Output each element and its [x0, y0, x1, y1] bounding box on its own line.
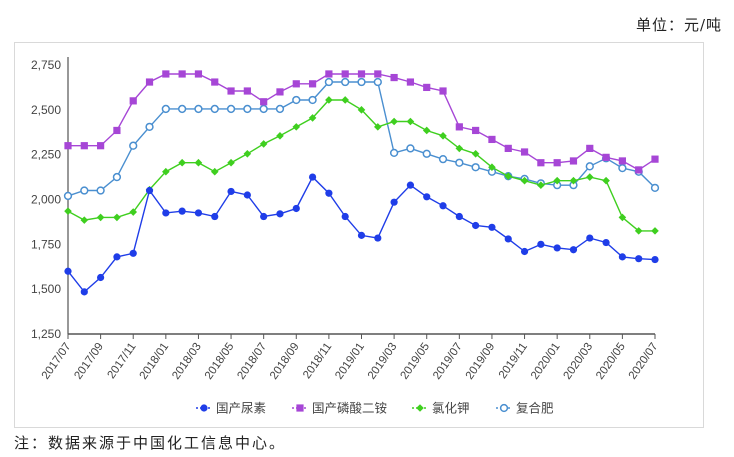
x-tick-label: 2018/05 — [203, 341, 237, 382]
y-axis: 1,250 1,500 1,750 2,000 2,250 2,500 2,750 — [31, 57, 69, 341]
x-tick-label: 2017/09 — [72, 341, 106, 382]
legend-label: 氯化钾 — [432, 401, 470, 416]
series-2 — [64, 96, 659, 235]
y-tick-label: 2,250 — [31, 148, 61, 162]
y-tick-label: 2,750 — [31, 58, 61, 72]
x-tick-label: 2020/01 — [529, 341, 563, 382]
legend-item[interactable]: 氯化钾 — [412, 401, 470, 416]
y-tick-label: 1,750 — [31, 237, 61, 251]
legend: 国产尿素 国产磷酸二铵 氯化钾 复合肥 — [196, 401, 554, 416]
y-tick-label: 2,500 — [31, 103, 61, 117]
x-tick-label: 2018/09 — [268, 341, 302, 382]
unit-label: 单位：元/吨 — [635, 16, 722, 34]
x-tick-label: 2019/07 — [431, 341, 465, 382]
x-tick-label: 2020/03 — [562, 341, 596, 382]
x-tick-label: 2019/09 — [464, 341, 498, 382]
series-layer — [63, 70, 660, 296]
legend-label: 国产尿素 — [216, 401, 266, 416]
x-tick-label: 2020/07 — [627, 341, 661, 382]
x-tick-label: 2018/11 — [301, 341, 334, 381]
x-tick-label: 2017/07 — [40, 341, 74, 382]
x-tick-label: 2018/07 — [235, 341, 269, 382]
legend-item[interactable]: 国产磷酸二铵 — [292, 401, 387, 416]
y-tick-label: 1,500 — [31, 282, 61, 296]
series-0 — [64, 173, 659, 296]
x-tick-label: 2018/03 — [170, 341, 204, 382]
x-tick-label: 2019/03 — [366, 341, 400, 382]
legend-label: 国产磷酸二铵 — [312, 401, 387, 416]
legend-label: 复合肥 — [516, 401, 554, 416]
source-note: 注：数据来源于中国化工信息中心。 — [14, 434, 287, 452]
x-tick-label: 2019/05 — [399, 341, 433, 382]
x-tick-label: 2020/05 — [594, 341, 628, 382]
x-tick-label: 2017/11 — [105, 341, 138, 381]
legend-item[interactable]: 国产尿素 — [196, 401, 266, 416]
x-tick-label: 2019/11 — [497, 341, 530, 381]
x-tick-label: 2018/01 — [138, 341, 172, 382]
series-1 — [64, 70, 659, 174]
y-tick-label: 1,250 — [31, 327, 61, 341]
y-tick-label: 2,000 — [31, 193, 61, 207]
x-tick-label: 2019/01 — [333, 341, 367, 382]
legend-item[interactable]: 复合肥 — [496, 401, 554, 416]
series-3 — [63, 77, 660, 201]
